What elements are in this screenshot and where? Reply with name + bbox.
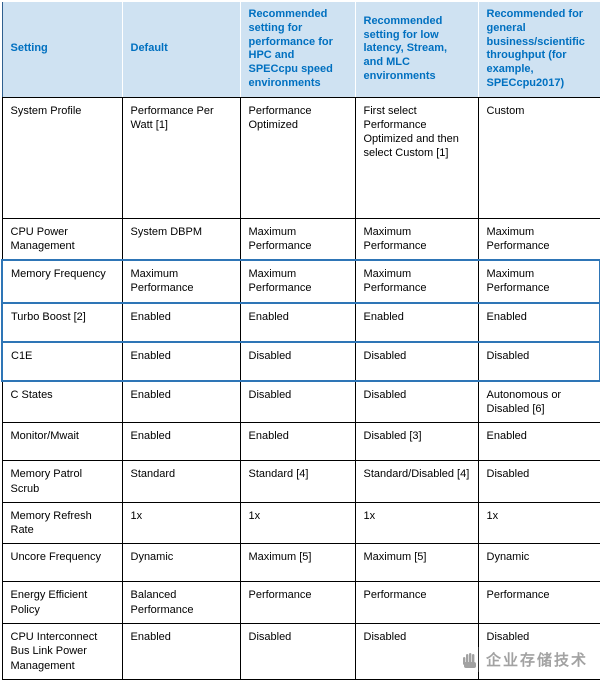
table-body: System Profile Performance Per Watt [1] Pe…	[1, 96, 600, 680]
header-cell-general: Recommended for general business/scienti…	[477, 1, 600, 98]
table-cell: Disabled	[354, 623, 479, 680]
table-row: Uncore Frequency Dynamic Maximum [5] Maximu…	[1, 543, 600, 583]
table-cell: Maximum Performance	[239, 217, 356, 261]
table-row: C States Enabled Disabled Disabled Autonomou…	[1, 380, 600, 424]
table-cell: Energy Efficient Policy	[1, 581, 123, 625]
table-cell: Dynamic	[121, 543, 241, 583]
table-cell: Performance	[354, 581, 479, 625]
table-cell: Enabled	[121, 340, 241, 382]
table-cell: Uncore Frequency	[1, 543, 123, 583]
table-cell: CPU Interconnect Bus Link Power Manageme…	[1, 623, 123, 680]
table-cell: Enabled	[239, 301, 356, 343]
table-cell: Disabled	[354, 340, 479, 382]
table-cell: Enabled	[477, 422, 600, 462]
table-cell: Enabled	[121, 380, 241, 424]
table-cell: Disabled	[239, 623, 356, 680]
table-cell: Disabled	[354, 380, 479, 424]
table-cell: Disabled	[477, 460, 600, 503]
table-cell: Memory Patrol Scrub	[1, 460, 123, 503]
table-cell: Performance	[239, 581, 356, 625]
table-cell: Maximum Performance	[477, 217, 600, 261]
table-cell: Enabled	[121, 422, 241, 462]
table-cell: Memory Refresh Rate	[1, 501, 123, 545]
table-row: CPU Interconnect Bus Link Power Manageme…	[1, 623, 600, 680]
table-cell: Standard/Disabled [4]	[354, 460, 479, 503]
table-cell: Enabled	[121, 301, 241, 343]
table-cell: Standard	[121, 460, 241, 503]
table-cell: Memory Frequency	[1, 259, 123, 304]
table-row: Turbo Boost [2] Enabled Enabled Enabled Enab…	[1, 301, 600, 343]
table-cell: Maximum Performance	[121, 259, 241, 304]
table-cell: Custom	[477, 96, 600, 219]
table-cell: System DBPM	[121, 217, 241, 261]
table-cell: Performance Optimized	[239, 96, 356, 219]
table-cell: 1x	[477, 501, 600, 545]
table-row: C1E Enabled Disabled Disabled Disabled	[1, 340, 600, 382]
table-cell: Disabled	[239, 380, 356, 424]
table-cell: Maximum [5]	[239, 543, 356, 583]
table-cell: Disabled	[477, 623, 600, 680]
header-row: Setting Default Recommended setting for …	[1, 1, 600, 98]
table-cell: Disabled [3]	[354, 422, 479, 462]
table-cell: C States	[1, 380, 123, 424]
table-cell: Dynamic	[477, 543, 600, 583]
table-cell: Enabled	[477, 301, 600, 343]
table-row: Memory Frequency Maximum Performance Maxim…	[1, 259, 600, 304]
table-row: Monitor/Mwait Enabled Enabled Disabled [3] E…	[1, 422, 600, 462]
table-row: Energy Efficient Policy Balanced Performa…	[1, 581, 600, 625]
table-cell: Performance Per Watt [1]	[121, 96, 241, 219]
table-cell: Enabled	[121, 623, 241, 680]
table-cell: 1x	[239, 501, 356, 545]
table-cell: 1x	[354, 501, 479, 545]
table-cell: Performance	[477, 581, 600, 625]
table-cell: Maximum Performance	[354, 217, 479, 261]
header-cell-setting: Setting	[1, 1, 123, 98]
table-cell: Maximum Performance	[239, 259, 356, 304]
header-cell-default: Default	[121, 1, 241, 98]
table-cell: Balanced Performance	[121, 581, 241, 625]
table-cell: Enabled	[239, 422, 356, 462]
table-cell: Autonomous or Disabled [6]	[477, 380, 600, 424]
table-cell: Monitor/Mwait	[1, 422, 123, 462]
header-cell-hpc: Recommended setting for performance for …	[239, 1, 356, 98]
table-cell: Disabled	[239, 340, 356, 382]
header-cell-low-latency: Recommended setting for low latency, Str…	[354, 1, 479, 98]
table-cell: Maximum [5]	[354, 543, 479, 583]
table-row: CPU Power Management System DBPM Maximum P…	[1, 217, 600, 261]
table-cell: Enabled	[354, 301, 479, 343]
table-cell: Standard [4]	[239, 460, 356, 503]
table-row: Memory Refresh Rate 1x 1x 1x 1x	[1, 501, 600, 545]
table-header: Setting Default Recommended setting for …	[1, 1, 600, 98]
table-row: Memory Patrol Scrub Standard Standard [4] S…	[1, 460, 600, 503]
table-cell: System Profile	[1, 96, 123, 219]
table-cell: 1x	[121, 501, 241, 545]
table-cell: Disabled	[477, 340, 600, 382]
table-cell: CPU Power Management	[1, 217, 123, 261]
table-cell: C1E	[1, 340, 123, 382]
table-cell: First select Performance Optimized and t…	[354, 96, 479, 219]
table-cell: Turbo Boost [2]	[1, 301, 123, 343]
table-cell: Maximum Performance	[354, 259, 479, 304]
table-cell: Maximum Performance	[477, 259, 600, 304]
table-row: System Profile Performance Per Watt [1] Pe…	[1, 96, 600, 219]
